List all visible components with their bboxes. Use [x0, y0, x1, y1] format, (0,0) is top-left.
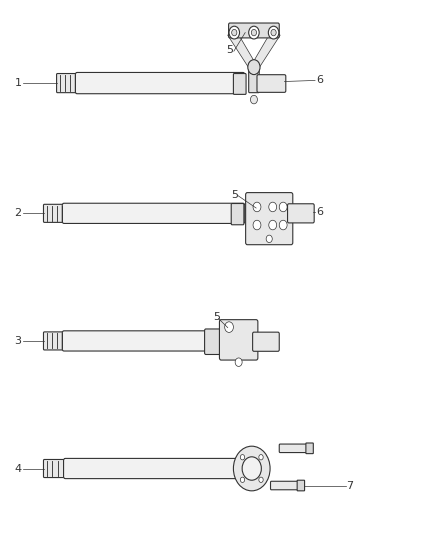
- Circle shape: [259, 477, 263, 482]
- Circle shape: [235, 358, 242, 367]
- FancyBboxPatch shape: [253, 332, 279, 351]
- Circle shape: [253, 202, 261, 212]
- FancyBboxPatch shape: [77, 83, 95, 90]
- Circle shape: [259, 455, 263, 460]
- FancyBboxPatch shape: [219, 320, 258, 360]
- Circle shape: [242, 457, 261, 480]
- FancyBboxPatch shape: [205, 329, 220, 354]
- Circle shape: [268, 26, 279, 39]
- Text: 6: 6: [316, 207, 323, 217]
- Text: 4: 4: [14, 464, 22, 473]
- Circle shape: [279, 202, 287, 212]
- Circle shape: [232, 29, 237, 36]
- FancyBboxPatch shape: [57, 74, 78, 93]
- Circle shape: [248, 60, 260, 75]
- FancyBboxPatch shape: [62, 331, 219, 351]
- Circle shape: [269, 220, 277, 230]
- FancyBboxPatch shape: [306, 443, 313, 454]
- FancyBboxPatch shape: [43, 459, 66, 478]
- Circle shape: [279, 220, 287, 230]
- FancyBboxPatch shape: [279, 444, 309, 453]
- FancyBboxPatch shape: [288, 204, 314, 223]
- FancyBboxPatch shape: [64, 213, 84, 220]
- FancyBboxPatch shape: [64, 458, 242, 479]
- Circle shape: [225, 322, 233, 333]
- Circle shape: [251, 95, 258, 104]
- Circle shape: [251, 29, 257, 36]
- Text: 5: 5: [213, 312, 220, 322]
- Text: 3: 3: [14, 336, 21, 346]
- FancyBboxPatch shape: [229, 23, 279, 38]
- Circle shape: [266, 235, 272, 243]
- Circle shape: [240, 477, 245, 482]
- Text: 2: 2: [14, 208, 22, 219]
- Circle shape: [253, 220, 261, 230]
- FancyBboxPatch shape: [62, 203, 245, 223]
- Text: 7: 7: [346, 481, 353, 490]
- FancyBboxPatch shape: [257, 75, 286, 92]
- Text: 5: 5: [226, 45, 233, 55]
- Circle shape: [249, 26, 259, 39]
- FancyBboxPatch shape: [246, 192, 293, 245]
- Text: 5: 5: [231, 190, 238, 200]
- Circle shape: [229, 26, 240, 39]
- FancyBboxPatch shape: [75, 72, 245, 94]
- Polygon shape: [228, 27, 256, 72]
- Polygon shape: [252, 27, 280, 72]
- Text: 6: 6: [316, 76, 323, 85]
- Circle shape: [271, 29, 276, 36]
- Circle shape: [269, 202, 277, 212]
- FancyBboxPatch shape: [43, 332, 65, 350]
- Text: 1: 1: [14, 78, 21, 88]
- FancyBboxPatch shape: [271, 481, 300, 490]
- Circle shape: [240, 455, 245, 460]
- FancyBboxPatch shape: [297, 480, 304, 491]
- FancyBboxPatch shape: [43, 204, 65, 222]
- FancyBboxPatch shape: [249, 66, 259, 93]
- FancyBboxPatch shape: [233, 74, 246, 94]
- FancyBboxPatch shape: [64, 341, 82, 347]
- FancyBboxPatch shape: [231, 204, 244, 225]
- Circle shape: [233, 446, 270, 491]
